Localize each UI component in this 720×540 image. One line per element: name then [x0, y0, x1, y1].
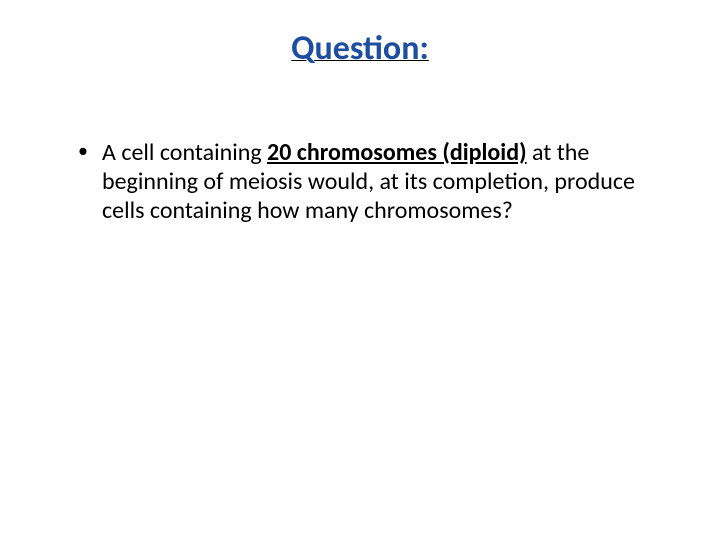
list-item: A cell containing 20 chromosomes (diploi… [78, 139, 670, 225]
bullet-list: A cell containing 20 chromosomes (diploi… [50, 139, 670, 225]
question-text-before: A cell containing [102, 138, 267, 167]
slide-title: Question: [50, 28, 670, 69]
question-emphasis: 20 chromosomes (diploid) [267, 138, 527, 167]
